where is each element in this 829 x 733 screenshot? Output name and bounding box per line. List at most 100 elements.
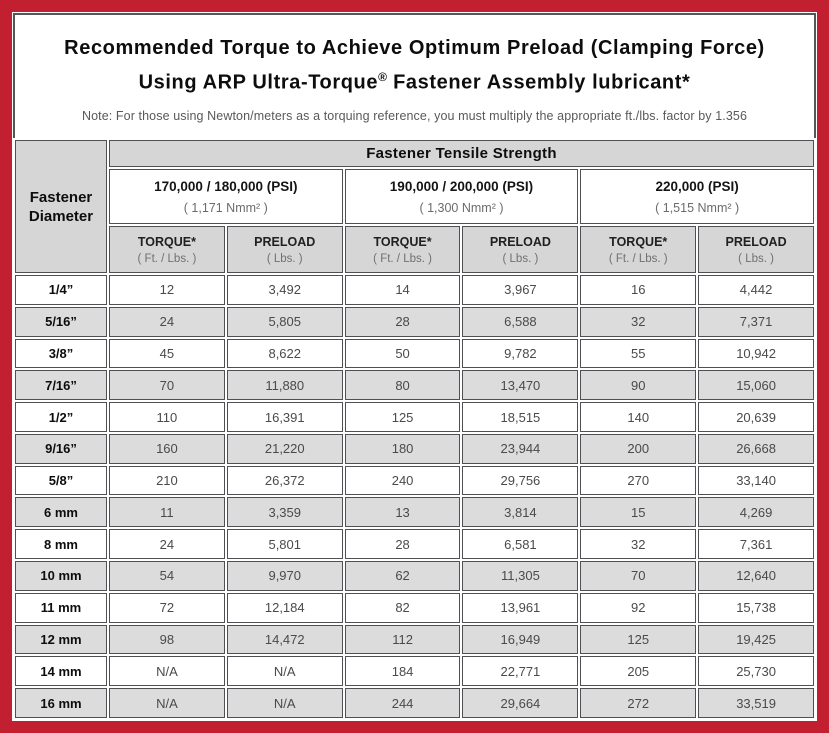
- diameter-cell: 12 mm: [15, 624, 107, 655]
- preload-value-cell: 16,949: [462, 624, 579, 655]
- preload-value-cell: 22,771: [462, 656, 579, 687]
- preload-value-cell: 6,588: [462, 306, 579, 337]
- torque-value-cell: N/A: [109, 656, 225, 687]
- torque-value-cell: 24: [109, 306, 225, 337]
- strength-group-header-1: 170,000 / 180,000 (PSI) ( 1,171 Nmm² ): [109, 169, 343, 224]
- torque-label-1: TORQUE*: [137, 234, 196, 249]
- torque-value-cell: 270: [580, 465, 697, 496]
- diameter-cell: 7/16”: [15, 370, 107, 401]
- torque-value-cell: 110: [109, 402, 225, 432]
- corner-header-cell: Fastener Diameter: [15, 140, 107, 273]
- torque-value-cell: 50: [344, 338, 461, 369]
- preload-value-cell: 5,805: [226, 306, 343, 337]
- diameter-cell: 5/16”: [15, 306, 107, 337]
- diameter-cell: 5/8”: [15, 465, 107, 496]
- torque-value-cell: 90: [580, 370, 697, 401]
- preload-value-cell: 13,470: [462, 370, 579, 401]
- preload-value-cell: 3,814: [462, 497, 579, 528]
- preload-value-cell: 7,361: [698, 529, 814, 560]
- preload-value-cell: 29,756: [462, 465, 579, 496]
- torque-value-cell: 160: [109, 433, 225, 464]
- page-title-line-2: Using ARP Ultra-Torque® Fastener Assembl…: [15, 63, 814, 98]
- torque-value-cell: 72: [109, 592, 225, 623]
- preload-value-cell: 11,305: [462, 561, 579, 591]
- torque-unit-3: ( Ft. / Lbs. ): [608, 252, 668, 265]
- torque-value-cell: 24: [109, 529, 225, 560]
- preload-value-cell: 33,140: [698, 465, 814, 496]
- table-row: 6 mm 11 3,359 13 3,814 15 4,269: [15, 497, 814, 528]
- preload-value-cell: N/A: [226, 688, 343, 718]
- torque-header-cell-3: TORQUE* ( Ft. / Lbs. ): [580, 226, 697, 273]
- preload-value-cell: 3,492: [226, 275, 343, 305]
- torque-value-cell: 11: [109, 497, 225, 528]
- diameter-cell: 10 mm: [15, 561, 107, 591]
- psi-rating-3: 220,000 (PSI): [655, 178, 739, 194]
- title-line-2-suffix: Fastener Assembly lubricant*: [386, 71, 691, 94]
- preload-value-cell: 26,372: [226, 465, 343, 496]
- table-row: 1/2” 110 16,391 125 18,515 140 20,639: [15, 402, 814, 432]
- preload-value-cell: 12,640: [698, 561, 814, 591]
- diameter-cell: 6 mm: [15, 497, 107, 528]
- corner-header-line-2: Diameter: [28, 207, 94, 225]
- table-row: 5/16” 24 5,805 28 6,588 32 7,371: [15, 306, 814, 337]
- diameter-cell: 1/2”: [15, 402, 107, 432]
- strength-group-header-3: 220,000 (PSI) ( 1,515 Nmm² ): [580, 169, 814, 224]
- preload-value-cell: 33,519: [698, 688, 814, 718]
- registered-trademark-symbol: ®: [378, 70, 387, 84]
- table-row: 5/8” 210 26,372 240 29,756 270 33,140: [15, 465, 814, 496]
- torque-unit-2: ( Ft. / Lbs. ): [373, 252, 432, 265]
- nmm-rating-3: ( 1,515 Nmm² ): [655, 200, 740, 215]
- table-row: 9/16” 160 21,220 180 23,944 200 26,668: [15, 433, 814, 464]
- diameter-cell: 11 mm: [15, 592, 107, 623]
- preload-unit-2: ( Lbs. ): [502, 252, 539, 265]
- torque-value-cell: 210: [109, 465, 225, 496]
- torque-label-3: TORQUE*: [609, 234, 668, 249]
- table-row: 12 mm 98 14,472 112 16,949 125 19,425: [15, 624, 814, 655]
- torque-value-cell: 12: [109, 275, 225, 305]
- preload-value-cell: 18,515: [462, 402, 579, 432]
- torque-value-cell: 200: [580, 433, 697, 464]
- table-row: 8 mm 24 5,801 28 6,581 32 7,361: [15, 529, 814, 560]
- torque-header-cell-1: TORQUE* ( Ft. / Lbs. ): [109, 226, 225, 273]
- diameter-cell: 3/8”: [15, 338, 107, 369]
- preload-header-cell-1: PRELOAD ( Lbs. ): [226, 226, 343, 273]
- table-row: 1/4” 12 3,492 14 3,967 16 4,442: [15, 275, 814, 305]
- table-row: 16 mm N/A N/A 244 29,664 272 33,519: [15, 688, 814, 718]
- torque-value-cell: 125: [344, 402, 461, 432]
- torque-value-cell: 70: [109, 370, 225, 401]
- preload-label-2: PRELOAD: [489, 234, 551, 249]
- page-title-line-1: Recommended Torque to Achieve Optimum Pr…: [64, 37, 765, 59]
- preload-value-cell: 10,942: [698, 338, 814, 369]
- preload-value-cell: 12,184: [226, 592, 343, 623]
- torque-value-cell: 98: [109, 624, 225, 655]
- torque-value-cell: 125: [580, 624, 697, 655]
- preload-value-cell: 16,391: [226, 402, 343, 432]
- title-block: Recommended Torque to Achieve Optimum Pr…: [15, 15, 814, 138]
- torque-value-cell: 244: [344, 688, 461, 718]
- nmm-rating-2: ( 1,300 Nmm² ): [419, 200, 504, 215]
- torque-value-cell: 82: [344, 592, 461, 623]
- preload-unit-1: ( Lbs. ): [266, 252, 303, 265]
- preload-value-cell: 14,472: [226, 624, 343, 655]
- diameter-cell: 1/4”: [15, 275, 107, 305]
- table-row: 3/8” 45 8,622 50 9,782 55 10,942: [15, 338, 814, 369]
- torque-value-cell: 32: [580, 306, 697, 337]
- preload-value-cell: 29,664: [462, 688, 579, 718]
- preload-value-cell: 26,668: [698, 433, 814, 464]
- torque-value-cell: 45: [109, 338, 225, 369]
- preload-value-cell: 21,220: [226, 433, 343, 464]
- preload-value-cell: 20,639: [698, 402, 814, 432]
- preload-value-cell: 9,782: [462, 338, 579, 369]
- nmm-rating-1: ( 1,171 Nmm² ): [183, 200, 268, 215]
- preload-value-cell: N/A: [226, 656, 343, 687]
- torque-label-2: TORQUE*: [373, 234, 432, 249]
- table-row: 10 mm 54 9,970 62 11,305 70 12,640: [15, 561, 814, 591]
- table-row: 11 mm 72 12,184 82 13,961 92 15,738: [15, 592, 814, 623]
- psi-rating-2: 190,000 / 200,000 (PSI): [389, 178, 534, 194]
- table-row: 7/16” 70 11,880 80 13,470 90 15,060: [15, 370, 814, 401]
- document-sheet: Recommended Torque to Achieve Optimum Pr…: [13, 13, 816, 720]
- torque-value-cell: N/A: [109, 688, 225, 718]
- diameter-cell: 9/16”: [15, 433, 107, 464]
- preload-value-cell: 7,371: [698, 306, 814, 337]
- preload-value-cell: 11,880: [226, 370, 343, 401]
